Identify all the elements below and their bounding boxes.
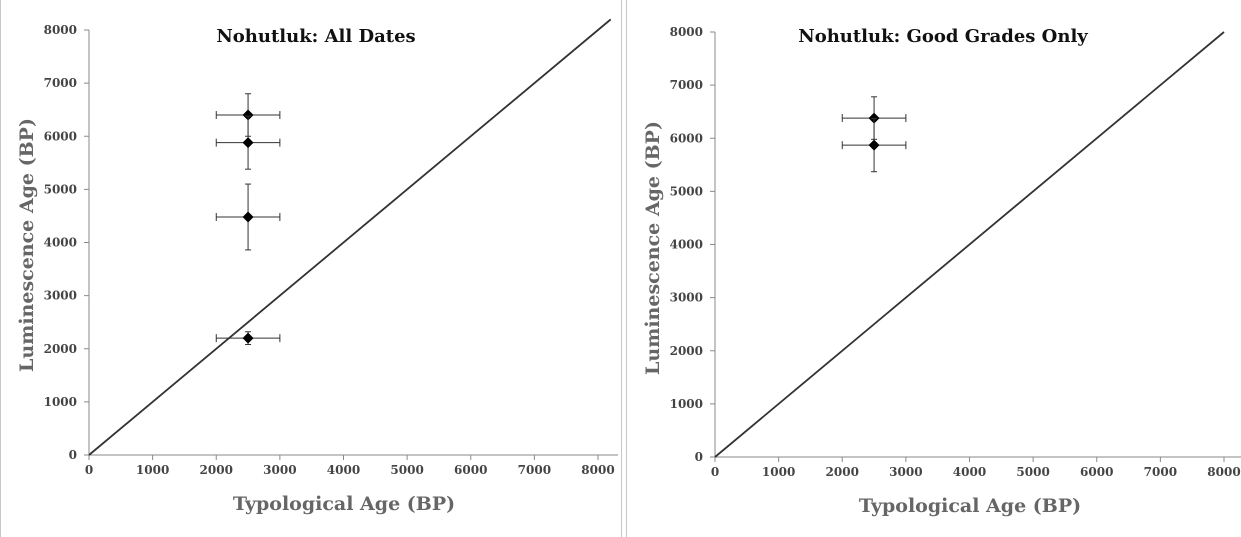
y-tick-label: 1000 (670, 397, 703, 411)
reference-line-group (714, 31, 1225, 458)
axes-group: 0 1000 2000 3000 4000 5000 6000 7000 8000 0 1000 20… (44, 23, 618, 477)
x-axis-title: Typological Age (BP) (233, 493, 455, 515)
x-tick-label: 8000 (1207, 465, 1240, 479)
x-tick-label: 3000 (889, 465, 922, 479)
reference-line-group (88, 18, 612, 456)
x-tick-label: 4000 (953, 465, 986, 479)
x-tick-label: 0 (85, 463, 93, 477)
x-tick-label: 7000 (518, 463, 551, 477)
x-tick-label: 0 (711, 465, 719, 479)
chart-all-dates: Nohutluk: All Dates 0 1000 2000 3000 4000 500… (16, 18, 618, 515)
chart-panel-all-dates: Nohutluk: All Dates 0 1000 2000 3000 4000 500… (0, 0, 622, 537)
y-tick-label: 8000 (670, 25, 703, 39)
data-point (215, 331, 281, 345)
x-tick-label: 2000 (826, 465, 859, 479)
y-tick-label: 0 (695, 450, 703, 464)
y-tick-label: 4000 (670, 238, 703, 252)
data-point (215, 183, 281, 251)
data-point (215, 93, 281, 137)
one-to-one-line (88, 18, 612, 456)
data-point (841, 118, 907, 173)
diamond-marker (242, 211, 254, 223)
data-point (841, 96, 907, 140)
y-axis-title: Luminescence Age (BP) (16, 118, 38, 372)
y-tick-label: 5000 (670, 184, 703, 198)
chart-good-grades: Nohutluk: Good Grades Only 0 1000 2000 3000… (642, 25, 1241, 517)
y-tick-label: 3000 (44, 289, 77, 303)
points-group (215, 93, 281, 345)
y-tick-label: 0 (69, 448, 77, 462)
diamond-marker (242, 109, 254, 121)
axes-group: 0 1000 2000 3000 4000 5000 6000 7000 8000 0 1000 20… (670, 25, 1241, 479)
x-tick-label: 1000 (762, 465, 795, 479)
x-tick-label: 5000 (390, 463, 423, 477)
y-tick-label: 2000 (670, 344, 703, 358)
y-tick-label: 7000 (670, 78, 703, 92)
x-tick-label: 4000 (327, 463, 360, 477)
y-tick-label: 7000 (44, 76, 77, 90)
x-tick-label: 1000 (136, 463, 169, 477)
x-axis-title: Typological Age (BP) (859, 495, 1081, 517)
chart-title: Nohutluk: Good Grades Only (798, 26, 1088, 47)
y-tick-label: 1000 (44, 395, 77, 409)
x-tick-label: 6000 (454, 463, 487, 477)
diamond-marker (868, 112, 880, 124)
y-tick-label: 6000 (44, 129, 77, 143)
x-tick-label: 5000 (1016, 465, 1049, 479)
x-tick-label: 3000 (263, 463, 296, 477)
y-tick-label: 8000 (44, 23, 77, 37)
x-tick-label: 8000 (581, 463, 614, 477)
x-tick-label: 6000 (1080, 465, 1113, 479)
y-tick-label: 4000 (44, 236, 77, 250)
chart-title: Nohutluk: All Dates (216, 26, 415, 47)
data-point (215, 115, 281, 170)
x-tick-label: 2000 (200, 463, 233, 477)
chart-panel-good-grades: Nohutluk: Good Grades Only 0 1000 2000 3000… (626, 0, 1241, 537)
x-tick-label: 7000 (1144, 465, 1177, 479)
diamond-marker (242, 137, 254, 149)
y-tick-label: 6000 (670, 131, 703, 145)
diamond-marker (868, 139, 880, 151)
one-to-one-line (714, 31, 1225, 458)
points-group (841, 96, 907, 173)
y-axis-title: Luminescence Age (BP) (642, 121, 664, 375)
diamond-marker (242, 332, 254, 344)
y-tick-label: 3000 (670, 291, 703, 305)
y-tick-label: 2000 (44, 342, 77, 356)
y-tick-label: 5000 (44, 182, 77, 196)
